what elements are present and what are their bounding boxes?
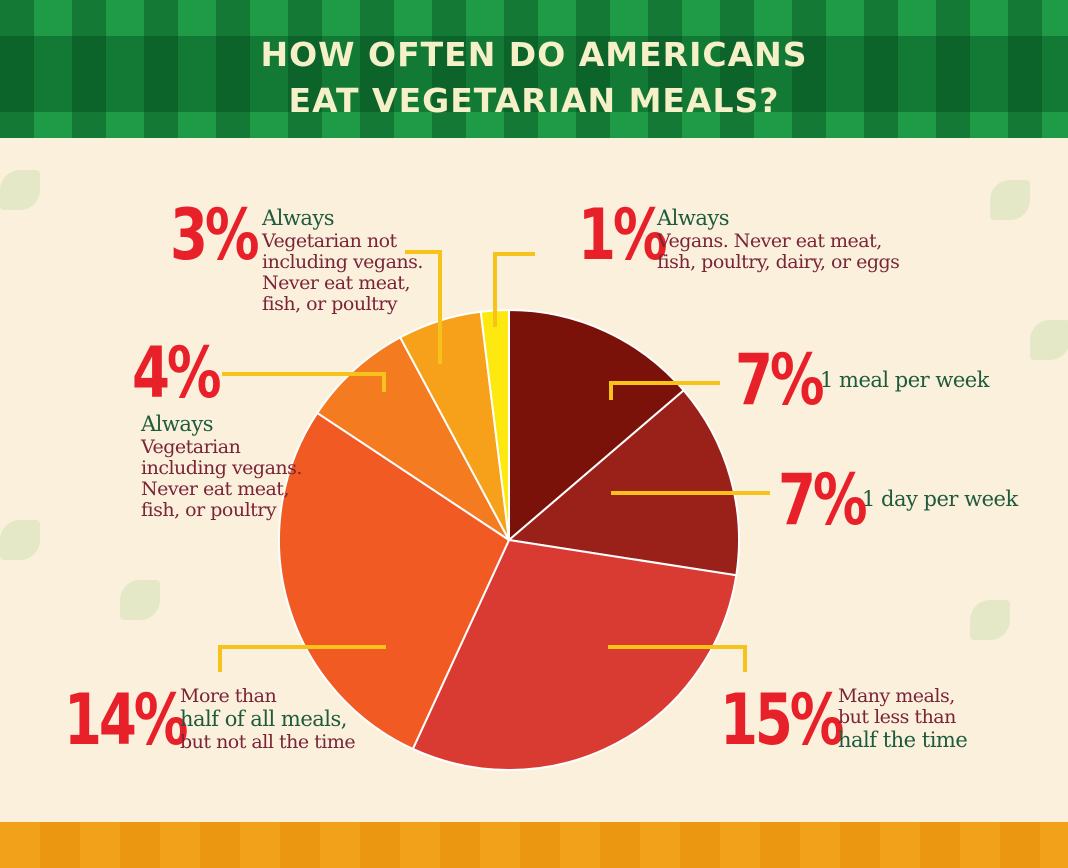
leader-line	[493, 252, 535, 327]
label-1-day-per-week: 1 day per week	[862, 487, 1018, 511]
percent-label: 7%	[735, 339, 825, 421]
label-vegans: Always Vegans. Never eat meat, fish, pou…	[657, 206, 900, 273]
label-vegetarian-not-vegans: Always Vegetarian not including vegans. …	[262, 206, 423, 315]
footer-band	[0, 822, 1068, 868]
leaf-decoration	[0, 170, 40, 210]
percent-label: 4%	[132, 332, 222, 414]
label-more-than-half: More than half of all meals, but not all…	[180, 685, 356, 753]
pie-slice	[506, 388, 740, 577]
label-many-meals: Many meals, but less than half the time	[838, 685, 968, 753]
percent-label: 1%	[578, 194, 668, 276]
pie-slice	[508, 308, 686, 543]
percent-label: 14%	[64, 679, 188, 761]
percent-label: 15%	[720, 679, 844, 761]
title-banner	[0, 0, 1068, 138]
leader-line	[608, 645, 747, 672]
leaf-decoration	[970, 600, 1010, 640]
leader-line	[222, 372, 386, 392]
pie-slice	[315, 336, 510, 541]
pie-slice	[278, 411, 511, 751]
leader-line	[218, 645, 386, 672]
leader-lines	[218, 250, 770, 672]
label-1-meal-per-week: 1 meal per week	[820, 368, 989, 392]
leaf-decoration	[120, 580, 160, 620]
percent-label: 7%	[778, 459, 868, 541]
percent-label: 3%	[170, 194, 260, 276]
leader-line	[609, 381, 720, 400]
label-vegetarian-incl-vegans: Always Vegetarian including vegans. Neve…	[141, 412, 302, 521]
pie-slice	[411, 538, 738, 771]
leader-line	[405, 250, 442, 364]
leaf-decoration	[990, 180, 1030, 220]
leaf-decoration	[0, 520, 40, 560]
chart-title: HOW OFTEN DO AMERICANS EAT VEGETARIAN ME…	[260, 35, 808, 120]
leaf-decoration	[1030, 320, 1068, 360]
